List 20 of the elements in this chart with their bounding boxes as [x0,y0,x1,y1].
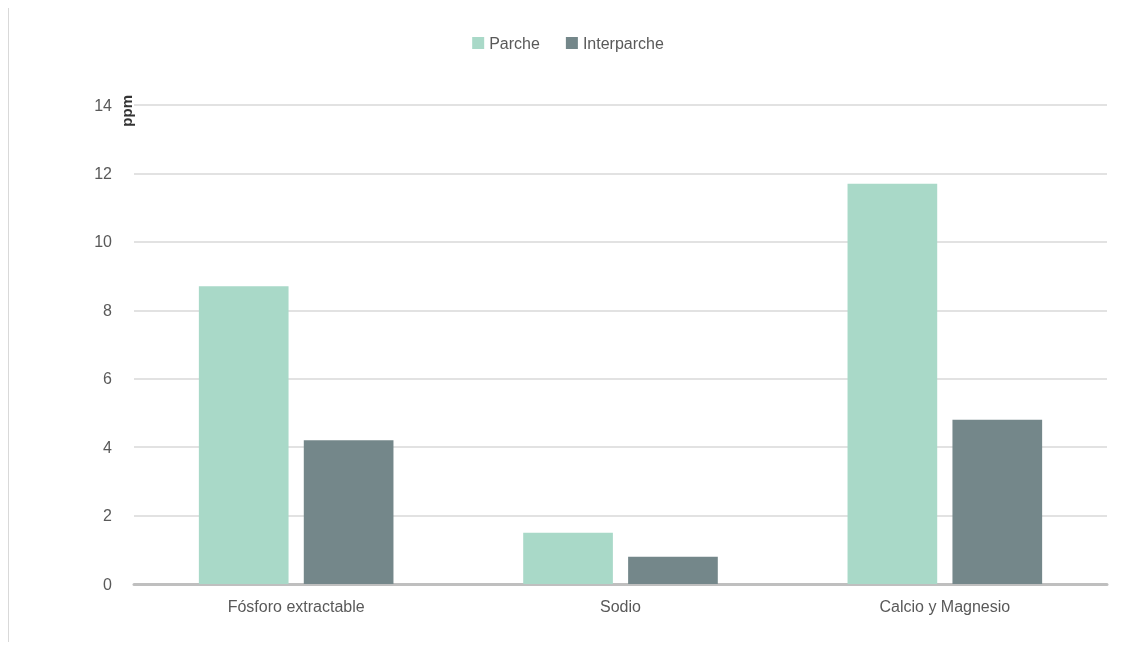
y-tick-label: 8 [103,301,113,319]
y-tick-label: 0 [103,575,113,593]
x-tick-label: Calcio y Magnesio [879,597,1011,615]
y-tick-label: 2 [103,507,113,525]
y-tick-label: 6 [103,370,113,388]
bar [523,532,613,584]
bar [952,419,1043,584]
legend-label: Parche [489,34,540,52]
x-tick-label: Fósforo extractable [227,597,365,615]
legend-label: Interparche [582,34,664,52]
bar [847,183,938,584]
bar [198,286,289,584]
y-tick-label: 14 [94,96,113,114]
y-tick-label: 4 [103,438,113,456]
y-tick-label: 10 [94,233,113,251]
x-tick-label: Sodio [600,597,642,615]
bar [628,556,718,584]
y-tick-label: 12 [94,164,113,182]
bar [303,440,394,584]
y-axis-title: ppm [118,95,135,127]
